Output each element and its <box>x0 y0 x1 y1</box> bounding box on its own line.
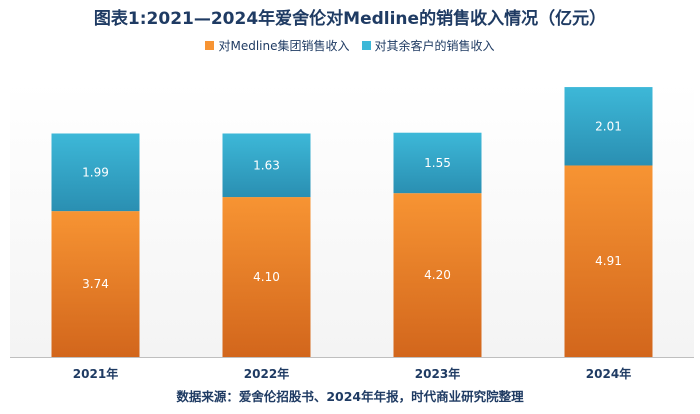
legend-swatch-medline <box>205 41 215 50</box>
legend-item-medline: 对Medline集团销售收入 <box>205 37 350 54</box>
data-label-other-0: 1.99 <box>82 165 109 179</box>
data-label-medline-3: 4.91 <box>595 254 622 268</box>
source-note: 数据来源：爱舍伦招股书、2024年年报，时代商业研究院整理 <box>176 389 524 404</box>
bar-other-0 <box>51 133 140 212</box>
x-tick-label-3: 2024年 <box>586 366 631 381</box>
data-label-other-2: 1.55 <box>424 156 451 170</box>
legend-label-other: 对其余客户的销售收入 <box>374 39 495 53</box>
bar-other-3 <box>564 87 653 166</box>
chart-title: 图表1:2021—2024年爱舍伦对Medline的销售收入情况（亿元） <box>93 9 607 29</box>
bar-other-1 <box>222 133 311 198</box>
legend: 对Medline集团销售收入 对其余客户的销售收入 <box>0 37 700 54</box>
bar-medline-2 <box>393 193 482 357</box>
legend-item-other: 对其余客户的销售收入 <box>361 37 495 54</box>
bar-medline-0 <box>51 211 140 357</box>
data-label-other-3: 2.01 <box>595 119 622 133</box>
bar-medline-1 <box>222 197 311 357</box>
bar-other-2 <box>393 132 482 194</box>
x-tick-label-0: 2021年 <box>73 366 118 381</box>
data-label-other-1: 1.63 <box>253 158 280 172</box>
legend-label-medline: 对Medline集团销售收入 <box>218 39 350 53</box>
x-tick-label-1: 2022年 <box>244 366 289 381</box>
data-label-medline-2: 4.20 <box>424 268 451 282</box>
legend-swatch-other <box>361 41 371 50</box>
bar-medline-3 <box>564 165 653 357</box>
x-tick-label-2: 2023年 <box>415 366 460 381</box>
data-label-medline-1: 4.10 <box>253 270 280 284</box>
data-label-medline-0: 3.74 <box>82 277 109 291</box>
